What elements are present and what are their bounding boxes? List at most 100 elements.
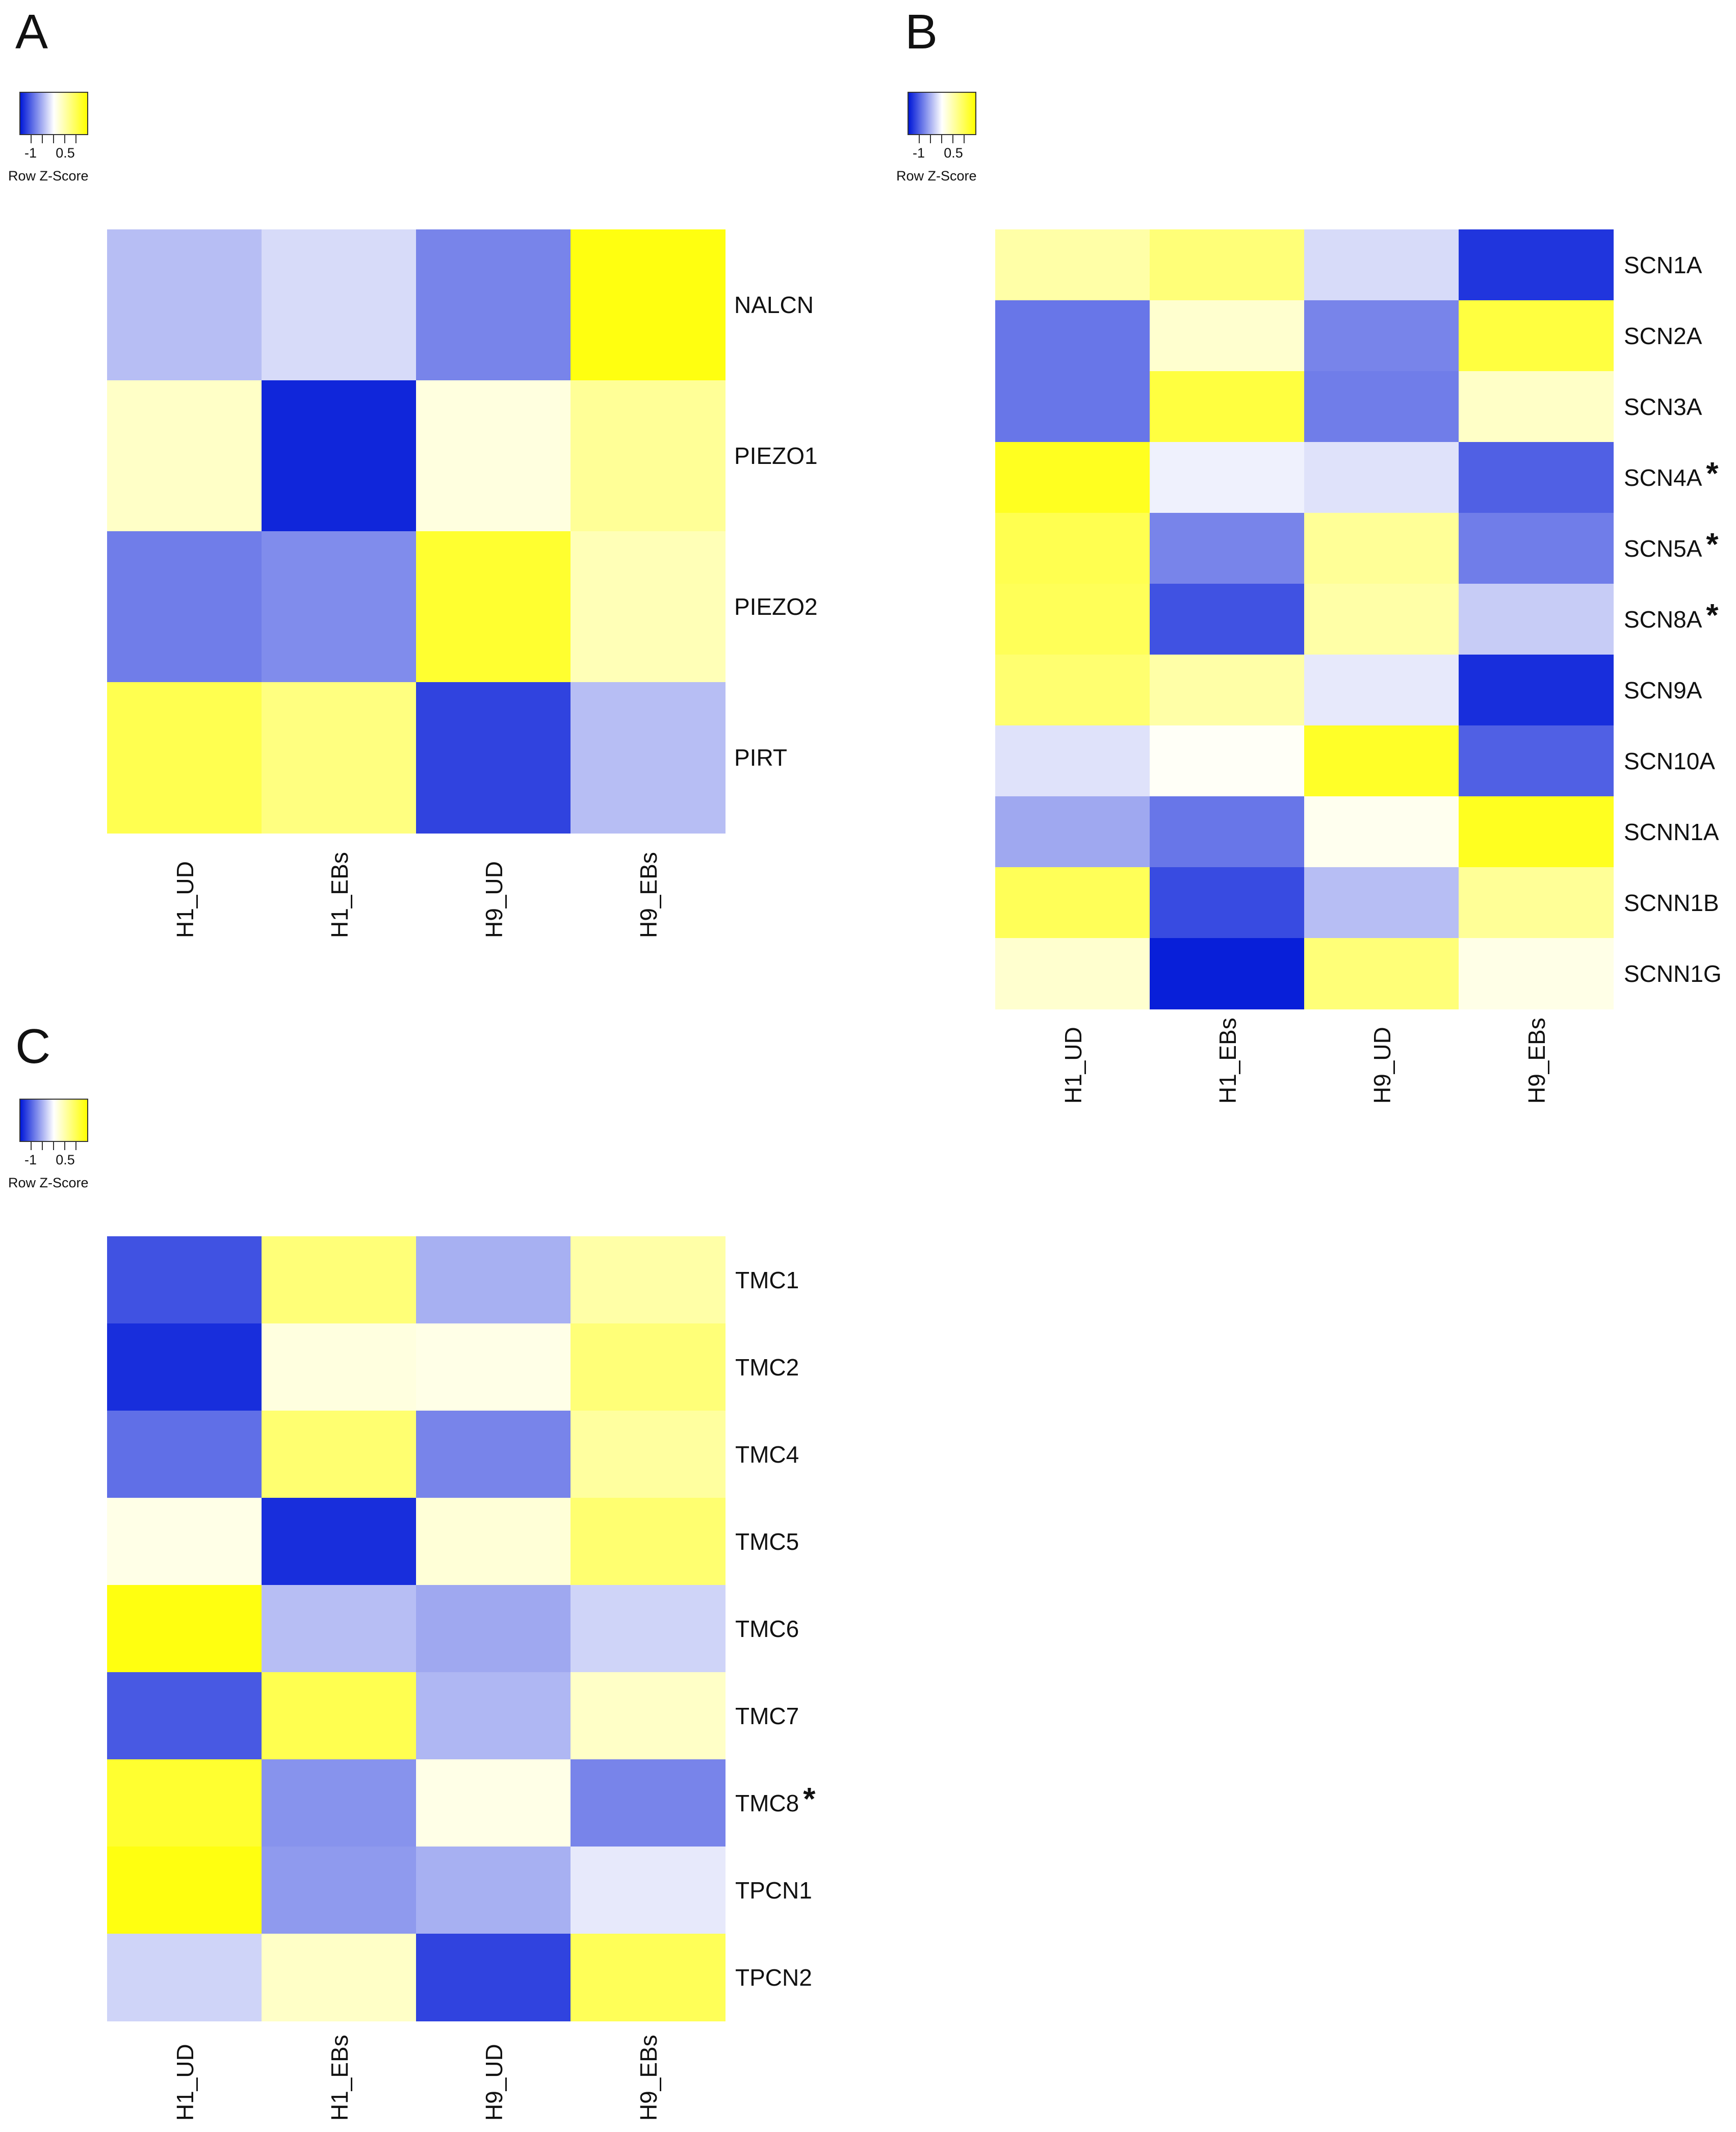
heatmap-cell bbox=[995, 300, 1150, 372]
heatmap-cell bbox=[1150, 796, 1305, 868]
heatmap-cell bbox=[571, 1847, 726, 1934]
heatmap-cell bbox=[1459, 655, 1614, 726]
row-label: SCN4A bbox=[1624, 464, 1702, 491]
heatmap-cell bbox=[416, 1498, 571, 1585]
heatmap-cell bbox=[995, 513, 1150, 584]
heatmap-cell bbox=[416, 1411, 571, 1498]
heatmap-cell bbox=[262, 229, 417, 381]
heatmap-cell bbox=[262, 1411, 417, 1498]
heatmap-cell bbox=[1459, 442, 1614, 513]
heatmap-cell bbox=[1304, 867, 1459, 939]
heatmap-cell bbox=[262, 1759, 417, 1847]
heatmap-cell bbox=[1150, 513, 1305, 584]
heatmap-cell bbox=[571, 1411, 726, 1498]
column-label: H1_UD bbox=[171, 861, 198, 938]
heatmap-cell bbox=[107, 1672, 262, 1760]
color-key-tick-label: 0.5 bbox=[944, 145, 963, 161]
color-key-tick bbox=[64, 1142, 65, 1150]
significance-star: * bbox=[1706, 597, 1719, 633]
color-key-title: Row Z-Score bbox=[8, 1175, 89, 1190]
heatmap-cell bbox=[416, 682, 571, 834]
color-key-tick bbox=[930, 135, 931, 143]
heatmap-cell bbox=[107, 1585, 262, 1673]
heatmap-cell bbox=[995, 796, 1150, 868]
heatmap-cell bbox=[1459, 725, 1614, 797]
heatmap-cell bbox=[107, 1323, 262, 1411]
heatmap-cell bbox=[995, 584, 1150, 655]
color-key-tick-label: -1 bbox=[24, 1152, 37, 1167]
heatmap-cell bbox=[571, 1585, 726, 1673]
column-label: H9_UD bbox=[480, 2044, 507, 2121]
heatmap-cell bbox=[1150, 867, 1305, 939]
significance-star: * bbox=[1706, 456, 1719, 491]
heatmap-cell bbox=[995, 725, 1150, 797]
row-label: TPCN2 bbox=[735, 1964, 812, 1991]
heatmap-cell bbox=[262, 1672, 417, 1760]
heatmap-cell bbox=[416, 229, 571, 381]
color-key-tick bbox=[53, 1142, 54, 1150]
heatmap-cell bbox=[571, 1672, 726, 1760]
column-label: H9_EBs bbox=[635, 2035, 662, 2121]
column-label: H9_UD bbox=[480, 861, 507, 938]
color-key-tick-label: -1 bbox=[912, 145, 925, 161]
heatmap-cell bbox=[1459, 938, 1614, 1009]
column-label: H9_EBs bbox=[635, 852, 662, 938]
heatmap-cell bbox=[995, 371, 1150, 443]
heatmap-cell bbox=[107, 1759, 262, 1847]
heatmap-cell bbox=[262, 1323, 417, 1411]
heatmap-cell bbox=[416, 1672, 571, 1760]
color-key-gradient bbox=[19, 1099, 88, 1142]
color-key-tick-label: 0.5 bbox=[56, 1152, 75, 1167]
heatmap-cell bbox=[1304, 796, 1459, 868]
heatmap-cell bbox=[1304, 655, 1459, 726]
heatmap-cell bbox=[107, 229, 262, 381]
row-label: SCN9A bbox=[1624, 677, 1702, 704]
heatmap-cell bbox=[262, 1847, 417, 1934]
heatmap-cell bbox=[1304, 442, 1459, 513]
panel-letter-c: C bbox=[15, 1019, 51, 1074]
significance-star: * bbox=[803, 1781, 816, 1817]
heatmap-cell bbox=[995, 655, 1150, 726]
color-key-tick-label: 0.5 bbox=[56, 145, 75, 161]
heatmap-cell bbox=[1150, 655, 1305, 726]
color-key-tick bbox=[31, 135, 32, 143]
heatmap-cell bbox=[571, 1236, 726, 1324]
heatmap-cell bbox=[571, 1323, 726, 1411]
color-key-tick bbox=[53, 135, 54, 143]
row-label: PIEZO2 bbox=[734, 593, 818, 620]
row-label: TMC6 bbox=[735, 1615, 799, 1642]
heatmap-cell bbox=[1304, 371, 1459, 443]
heatmap-cell bbox=[995, 442, 1150, 513]
column-label: H1_UD bbox=[171, 2044, 198, 2121]
row-label: SCN8A bbox=[1624, 606, 1702, 633]
color-key-tick bbox=[42, 135, 43, 143]
heatmap-cell bbox=[107, 1498, 262, 1585]
heatmap-cell bbox=[107, 1934, 262, 2021]
color-key-tick bbox=[42, 1142, 43, 1150]
heatmap-cell bbox=[416, 1236, 571, 1324]
color-key-title: Row Z-Score bbox=[8, 168, 89, 184]
row-label: TMC1 bbox=[735, 1266, 799, 1293]
panel-letter-b: B bbox=[905, 5, 938, 59]
heatmap-cell bbox=[1304, 584, 1459, 655]
heatmap-cell bbox=[1304, 513, 1459, 584]
heatmap-cell bbox=[107, 531, 262, 683]
row-label: SCN10A bbox=[1624, 747, 1715, 774]
row-label: SCN3A bbox=[1624, 393, 1702, 420]
row-label: SCN2A bbox=[1624, 322, 1702, 349]
significance-star: * bbox=[1706, 527, 1719, 562]
row-label: PIRT bbox=[734, 744, 787, 771]
row-label: NALCN bbox=[734, 292, 814, 318]
color-key-title: Row Z-Score bbox=[896, 168, 977, 184]
heatmap-cell bbox=[262, 1236, 417, 1324]
color-key-tick bbox=[964, 135, 965, 143]
heatmap-cell bbox=[107, 1236, 262, 1324]
row-label: TMC5 bbox=[735, 1528, 799, 1555]
heatmap-cell bbox=[107, 682, 262, 834]
heatmap-cell bbox=[107, 1411, 262, 1498]
color-key-tick bbox=[75, 1142, 76, 1150]
panel-letter-a: A bbox=[15, 5, 48, 59]
heatmap-cell bbox=[571, 380, 726, 532]
heatmap-cell bbox=[571, 531, 726, 683]
row-label: SCNN1A bbox=[1624, 818, 1719, 845]
